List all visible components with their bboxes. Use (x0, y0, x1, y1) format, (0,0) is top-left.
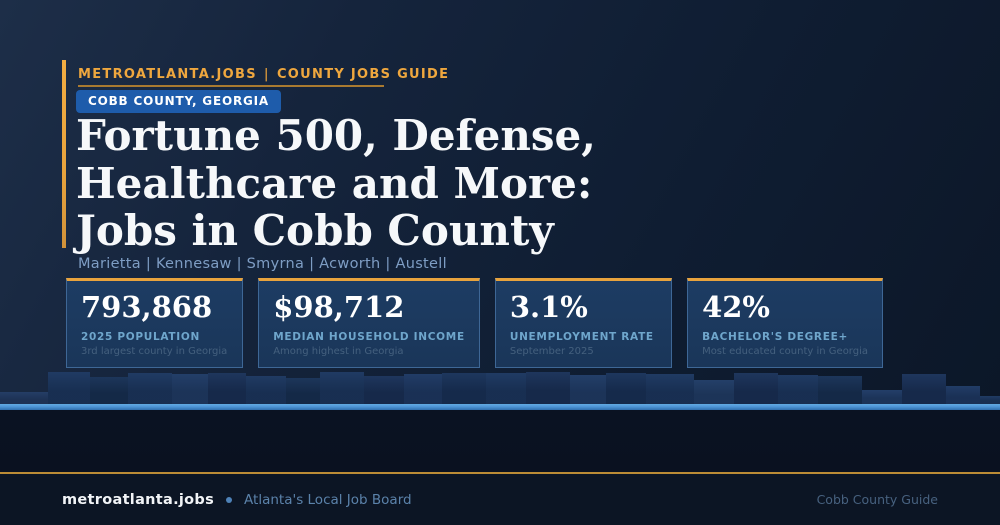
dark-band (0, 410, 1000, 472)
footer-left: metroatlanta.jobs Atlanta's Local Job Bo… (62, 492, 412, 508)
building-silhouette (364, 376, 404, 404)
building-silhouette (208, 373, 246, 404)
stat-value: 3.1% (509, 290, 588, 324)
stat-card-unemployment: 3.1% UNEMPLOYMENT RATE September 2025 (494, 278, 673, 368)
footer-brand: metroatlanta.jobs (62, 491, 215, 508)
stats-row: 793,868 2025 POPULATION 3rd largest coun… (66, 278, 883, 368)
building-silhouette (694, 380, 734, 404)
stat-note: 3rd largest county in Georgia (81, 346, 228, 357)
building-silhouette (90, 377, 128, 404)
building-silhouette (442, 373, 486, 404)
footer-tagline: Atlanta's Local Job Board (244, 491, 412, 508)
eyebrow-separator: | (263, 67, 270, 82)
gold-accent-bar (62, 60, 66, 248)
stat-label: UNEMPLOYMENT RATE (509, 331, 654, 343)
stat-note: Most educated county in Georgia (702, 346, 868, 357)
building-silhouette (946, 386, 980, 404)
city-skyline-silhouette (0, 372, 1000, 404)
title-line-3: Jobs in Cobb County (76, 206, 554, 255)
building-silhouette (570, 375, 606, 404)
stat-card-population: 793,868 2025 POPULATION 3rd largest coun… (66, 278, 244, 368)
building-silhouette (606, 373, 646, 404)
stat-card-education: 42% BACHELOR'S DEGREE+ Most educated cou… (687, 278, 883, 368)
title-line-1: Fortune 500, Defense, (76, 111, 596, 160)
footer-guide-label: Cobb County Guide (816, 492, 938, 507)
eyebrow: METROATLANTA.JOBS | COUNTY JOBS GUIDE (78, 67, 449, 82)
stat-label: BACHELOR'S DEGREE+ (702, 331, 848, 343)
building-silhouette (778, 375, 818, 404)
stat-value: 793,868 (81, 290, 213, 324)
building-silhouette (0, 392, 48, 404)
building-silhouette (404, 374, 442, 404)
building-silhouette (818, 376, 862, 404)
building-silhouette (320, 372, 364, 404)
footer-bar: metroatlanta.jobs Atlanta's Local Job Bo… (0, 472, 1000, 525)
page-title: Fortune 500, Defense, Healthcare and Mor… (76, 112, 596, 255)
building-silhouette (48, 372, 90, 404)
cities-list: Marietta | Kennesaw | Smyrna | Acworth |… (78, 256, 447, 272)
stat-note: September 2025 (509, 346, 594, 357)
eyebrow-brand: METROATLANTA.JOBS (78, 67, 257, 82)
stat-card-income: $98,712 MEDIAN HOUSEHOLD INCOME Among hi… (258, 278, 480, 368)
building-silhouette (526, 372, 570, 404)
stat-note: Among highest in Georgia (273, 346, 404, 357)
building-silhouette (246, 376, 286, 404)
building-silhouette (862, 390, 902, 404)
building-silhouette (734, 373, 778, 404)
building-silhouette (902, 374, 946, 404)
stat-label: 2025 POPULATION (81, 331, 201, 343)
eyebrow-label: COUNTY JOBS GUIDE (276, 67, 450, 82)
stat-value: 42% (702, 290, 770, 324)
stat-value: $98,712 (273, 290, 405, 324)
hero-section: METROATLANTA.JOBS | COUNTY JOBS GUIDE COBB… (0, 0, 1000, 410)
title-line-2: Healthcare and More: (76, 158, 593, 208)
building-silhouette (128, 373, 172, 404)
building-silhouette (646, 374, 694, 404)
building-silhouette (286, 378, 320, 404)
building-silhouette (980, 396, 1000, 404)
stat-label: MEDIAN HOUSEHOLD INCOME (273, 331, 465, 343)
building-silhouette (172, 374, 208, 404)
county-badge: COBB COUNTY, GEORGIA (76, 90, 281, 113)
bullet-dot-icon (226, 496, 233, 503)
building-silhouette (486, 373, 526, 404)
eyebrow-underline (78, 85, 384, 87)
blue-divider-line (0, 404, 1000, 410)
